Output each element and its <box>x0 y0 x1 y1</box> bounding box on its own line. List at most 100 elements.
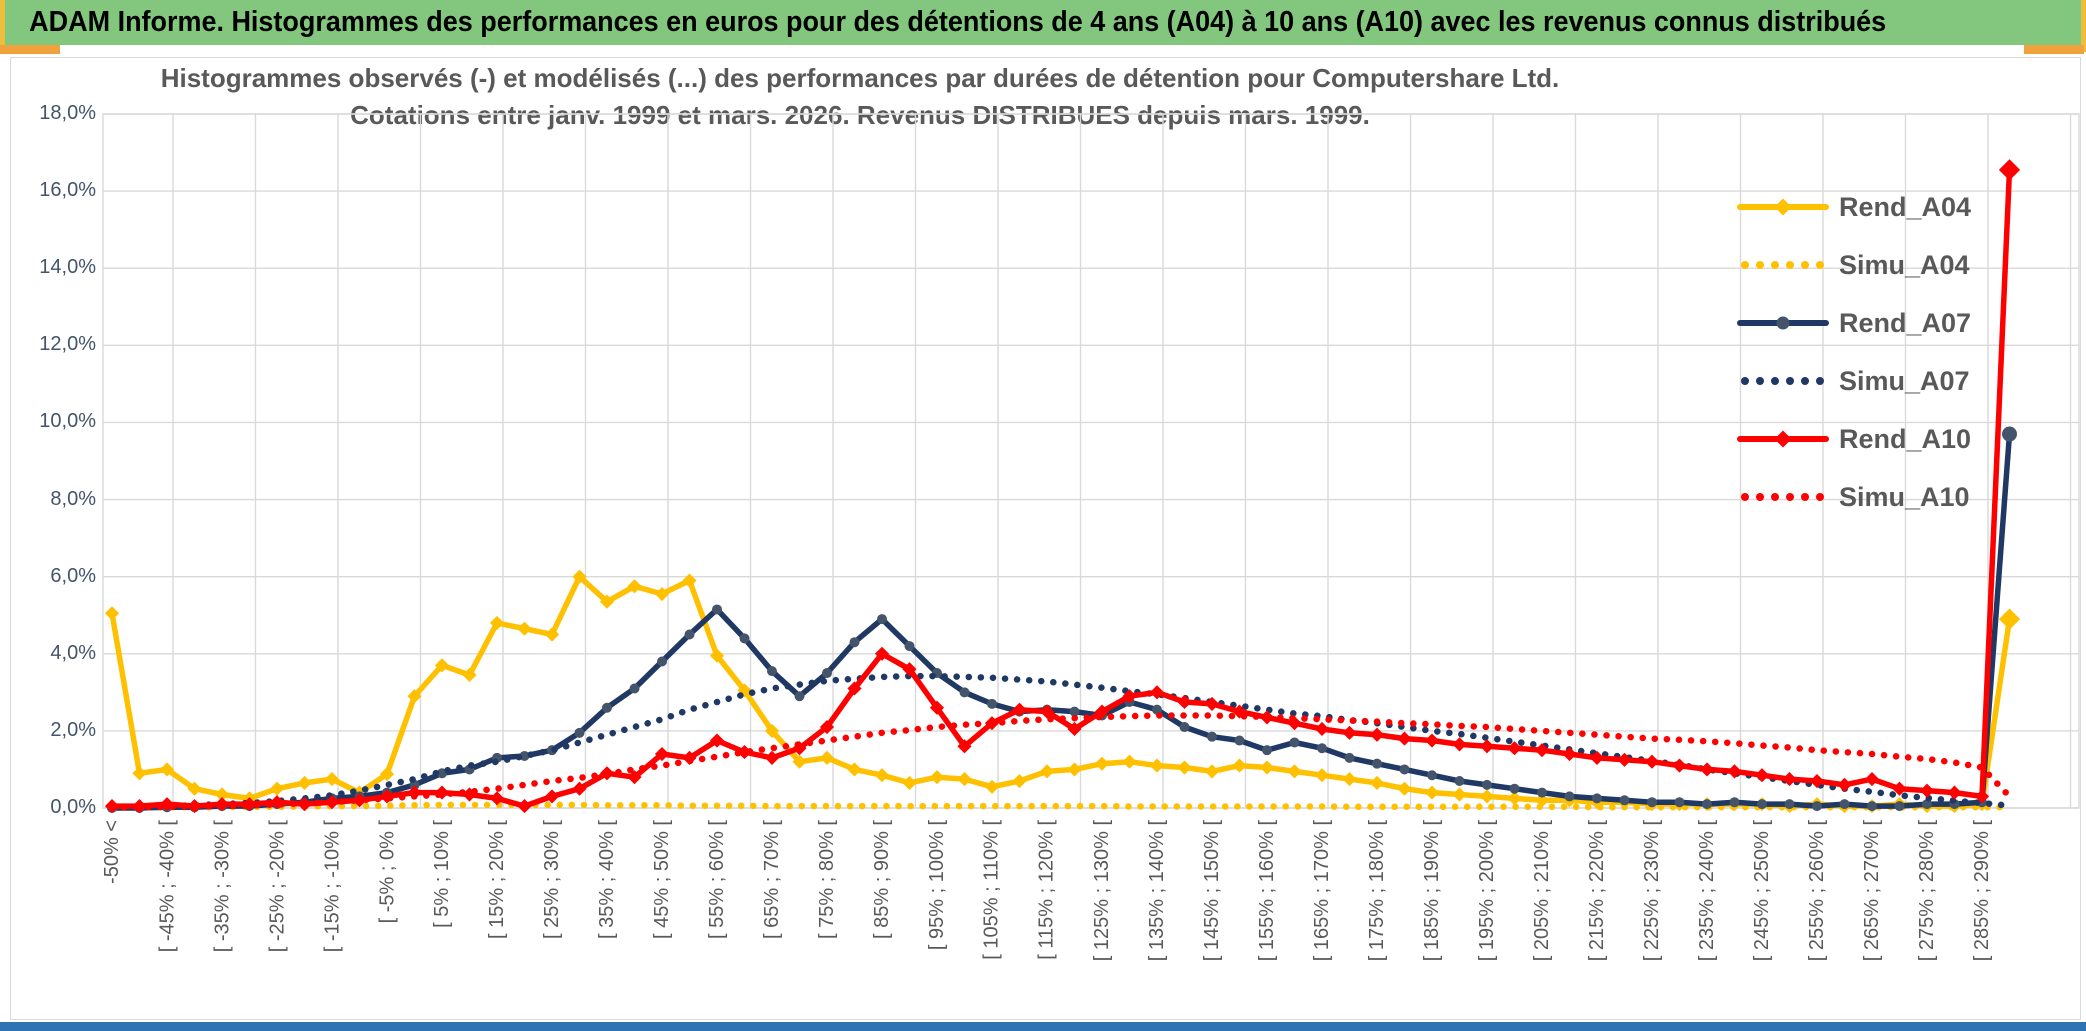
marker-Rend_A04 <box>297 775 312 791</box>
marker-Rend_A04 <box>874 768 890 783</box>
marker-Rend_A07 <box>1344 752 1355 763</box>
marker-Rend_A04 <box>792 754 807 769</box>
marker-Rend_A07 <box>1262 745 1272 756</box>
marker-Rend_A04 <box>187 781 202 796</box>
right-edge-accent <box>2081 0 2086 52</box>
marker-Rend_A07 <box>602 702 612 713</box>
marker-Rend_A07 <box>767 666 777 677</box>
y-axis-tick-label: 18,0% <box>39 102 96 124</box>
left-edge-accent <box>0 0 5 52</box>
marker-Rend_A07 <box>1537 787 1547 798</box>
marker-Rend_A10 <box>1892 781 1907 796</box>
legend-label: Simu_A04 <box>1839 249 1970 280</box>
marker-Rend_A04 <box>1452 787 1467 802</box>
legend-sample-solid <box>1737 316 1829 330</box>
marker-Rend_A10 <box>489 791 505 806</box>
marker-Rend_A07 <box>1592 793 1602 804</box>
marker-Rend_A04 <box>159 762 175 777</box>
series-line-Simu_A04 <box>108 801 2013 811</box>
marker-Rend_A04 <box>819 750 835 765</box>
marker-Rend_A04 <box>1998 608 2021 630</box>
marker-Rend_A04 <box>764 723 780 738</box>
marker-Rend_A07 <box>1564 791 1575 802</box>
marker-Rend_A07 <box>1674 797 1685 808</box>
marker-Rend_A07 <box>1482 779 1492 790</box>
legend-item-Simu_A10: Simu_A10 <box>1737 468 1971 526</box>
marker-Rend_A07 <box>657 656 667 667</box>
marker-Rend_A07 <box>712 604 722 615</box>
marker-Rend_A04 <box>1094 756 1110 771</box>
banner-title: ADAM Informe. Histogrammes des performan… <box>29 6 1887 38</box>
marker-Rend_A04 <box>1232 758 1247 773</box>
marker-Rend_A04 <box>572 569 587 584</box>
marker-Rend_A04 <box>1479 789 1495 804</box>
marker-Rend_A10 <box>1998 159 2021 181</box>
marker-Rend_A10 <box>1562 746 1577 762</box>
marker-Rend_A07 <box>877 614 887 625</box>
marker-Rend_A04 <box>929 770 945 785</box>
y-axis-tick-label: 10,0% <box>39 410 96 433</box>
y-axis-tick-label: 8,0% <box>50 487 96 510</box>
marker-Rend_A10 <box>1754 768 1770 783</box>
marker-Rend_A07 <box>904 641 915 652</box>
legend-item-Rend_A10: Rend_A10 <box>1737 410 1971 468</box>
legend-label: Rend_A07 <box>1839 307 1972 338</box>
marker-Rend_A10 <box>1837 777 1852 792</box>
marker-Rend_A10 <box>1617 752 1632 767</box>
marker-Rend_A07 <box>1317 743 1327 754</box>
legend-label: Rend_A04 <box>1839 191 1972 222</box>
marker-Rend_A04 <box>324 772 340 787</box>
marker-Rend_A04 <box>407 689 422 704</box>
marker-Rend_A07 <box>1812 801 1822 812</box>
legend-item-Rend_A04: Rend_A04 <box>1737 178 1971 236</box>
y-axis-tick-label: 2,0% <box>50 718 96 741</box>
marker-Rend_A07 <box>739 633 750 644</box>
marker-Rend_A07 <box>1454 776 1465 787</box>
marker-Rend_A04 <box>847 762 862 777</box>
marker-Rend_A07 <box>1784 799 1795 810</box>
marker-Rend_A07 <box>1179 722 1190 733</box>
marker-Rend_A10 <box>654 746 670 762</box>
marker-Rend_A07 <box>629 683 640 694</box>
marker-Rend_A10 <box>1809 773 1825 789</box>
marker-Rend_A10 <box>1919 783 1935 798</box>
marker-Rend_A04 <box>1314 768 1330 783</box>
marker-Rend_A04 <box>654 586 670 602</box>
marker-Rend_A04 <box>379 767 395 782</box>
marker-Rend_A10 <box>1342 725 1357 740</box>
legend-sample-solid <box>1737 198 1829 216</box>
marker-Rend_A10 <box>517 799 532 814</box>
legend: Rend_A04 Simu_A04 Rend_A07 Simu_A07 Rend_A10… <box>1737 178 1971 526</box>
marker-Rend_A04 <box>984 779 1000 794</box>
marker-Rend_A04 <box>1507 791 1522 806</box>
marker-Rend_A10 <box>1039 704 1055 719</box>
marker-Rend_A04 <box>1067 762 1082 777</box>
y-axis-tick-label: 14,0% <box>39 256 96 279</box>
marker-Rend_A10 <box>1727 764 1742 779</box>
marker-Rend_A07 <box>794 691 805 702</box>
marker-Rend_A10 <box>1534 743 1550 758</box>
marker-Rend_A10 <box>1864 772 1880 787</box>
marker-Rend_A04 <box>1287 764 1302 779</box>
marker-Rend_A10 <box>572 781 587 796</box>
marker-Rend_A10 <box>1507 741 1522 756</box>
legend-item-Simu_A07: Simu_A07 <box>1737 352 1971 410</box>
marker-Rend_A07 <box>1647 797 1657 808</box>
legend-label: Simu_A10 <box>1839 481 1970 512</box>
marker-Rend_A07 <box>684 629 695 640</box>
marker-Rend_A10 <box>709 733 725 748</box>
marker-Rend_A07 <box>1922 799 1932 810</box>
banner-right-tab <box>2024 45 2084 54</box>
marker-Rend_A07 <box>1619 795 1630 806</box>
marker-Rend_A07 <box>1509 783 1520 794</box>
marker-Rend_A10 <box>764 750 780 765</box>
series-line-Rend_A07 <box>109 431 2013 811</box>
y-axis-tick-label: 0,0% <box>50 796 96 818</box>
marker-Rend_A04 <box>1122 754 1137 769</box>
marker-Rend_A07 <box>1702 799 1712 810</box>
marker-Rend_A07 <box>987 698 997 709</box>
banner: ADAM Informe. Histogrammes des performan… <box>5 0 2081 45</box>
marker-Rend_A04 <box>517 621 532 636</box>
marker-Rend_A10 <box>874 646 890 661</box>
